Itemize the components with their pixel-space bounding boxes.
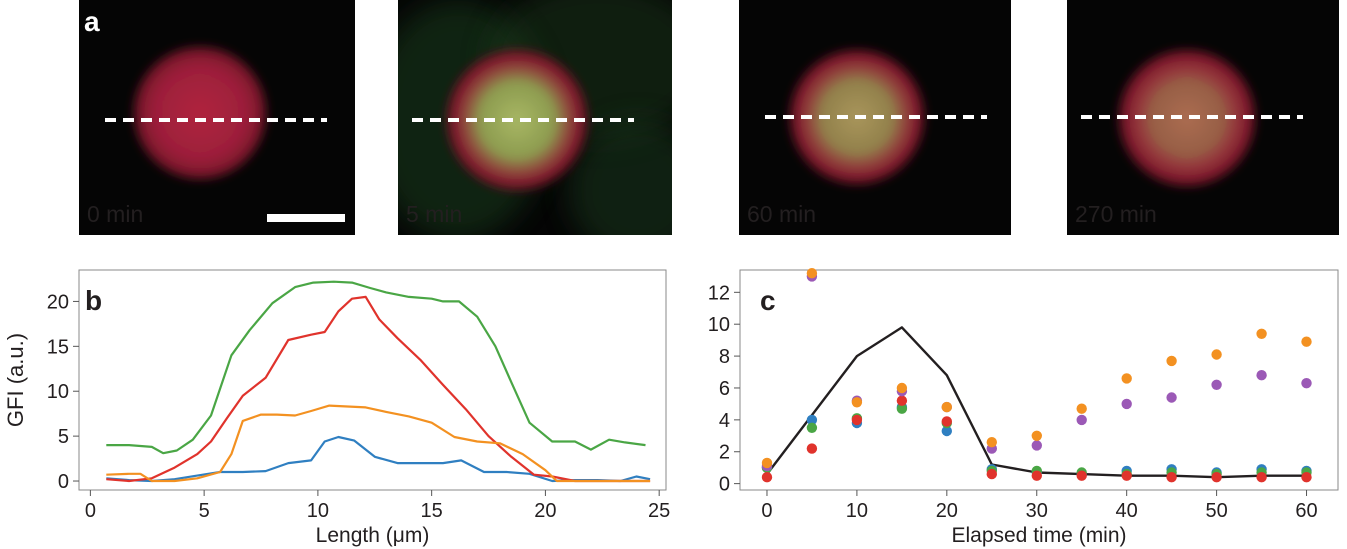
scatter-point-orange [1076, 403, 1087, 414]
x-tick-label: 30 [1026, 500, 1048, 522]
scatter-point-orange [1211, 349, 1222, 360]
scatter-point-orange [986, 437, 997, 448]
y-tick-label: 12 [708, 282, 730, 304]
scatter-point-blue [941, 425, 952, 437]
scatter-point-orange [1166, 355, 1177, 367]
y-axis-label: GFI (a.u.) [3, 333, 28, 427]
time-label: 0 min [87, 201, 143, 227]
x-tick-label: 20 [936, 500, 958, 522]
panel-a-label: a [84, 6, 100, 37]
scatter-point-red [1301, 472, 1312, 483]
y-tick-label: 8 [719, 346, 730, 368]
panel-b-label: b [85, 285, 102, 316]
x-tick-label: 10 [846, 500, 868, 522]
y-tick-label: 20 [47, 291, 69, 313]
green-background-glow [568, 120, 672, 235]
scatter-point-red [941, 416, 952, 427]
x-tick-label: 50 [1205, 500, 1227, 522]
series-line-60-min [106, 295, 651, 483]
scatter-point-purple [1211, 379, 1222, 390]
scatter-point-green [806, 422, 818, 433]
scatter-point-red [896, 395, 908, 406]
series-line-270-min [106, 404, 651, 483]
scatter-point-orange [1121, 373, 1132, 384]
time-label: 60 min [747, 201, 816, 227]
micrograph-1: 5 min [398, 0, 672, 235]
panel-a-micrographs: 0 min 5 min 60 min 270 min [79, 0, 1339, 235]
x-tick-label: 60 [1295, 500, 1317, 522]
y-tick-label: 10 [47, 381, 69, 403]
x-tick-label: 0 [85, 500, 96, 522]
y-tick-label: 10 [708, 314, 730, 336]
y-tick-label: 5 [58, 426, 69, 448]
scatter-point-orange [1256, 328, 1267, 339]
mean-line [766, 326, 1307, 479]
scatter-point-red [851, 414, 863, 426]
scatter-point-orange [761, 457, 773, 469]
x-tick-label: 20 [534, 500, 556, 522]
x-tick-label: 40 [1116, 500, 1138, 522]
scatter-point-blue [806, 414, 818, 426]
cell-green-signal [454, 57, 580, 183]
panel-b-line-chart: 0 5 10 15 20 25 0 5 10 15 20 Length (μm) GFI (a.u.) b [3, 269, 670, 547]
scatter-point-purple [1031, 440, 1043, 451]
scatter-point-red [986, 468, 997, 480]
y-tick-label: 6 [719, 378, 730, 400]
x-tick-label: 10 [307, 500, 329, 522]
scale-bar [267, 214, 345, 222]
scatter-point-red [1256, 472, 1267, 483]
scatter-point-red [1031, 470, 1043, 481]
scatter-point-purple [1301, 378, 1312, 389]
scatter-point-red [761, 472, 773, 483]
x-tick-label: 0 [761, 500, 772, 522]
x-tick-label: 5 [199, 500, 210, 522]
scatter-point-red [1076, 470, 1087, 481]
scatter-point-purple [1166, 392, 1177, 403]
scatter-point-orange [806, 268, 818, 279]
scatter-point-red [806, 443, 818, 454]
scatter-point-orange [1301, 336, 1312, 347]
scatter-point-orange [851, 397, 863, 408]
y-tick-label: 2 [719, 442, 730, 464]
series-line-5-min [106, 280, 646, 455]
y-tick-label: 0 [719, 474, 730, 496]
cell [134, 47, 266, 179]
plot-frame [739, 269, 1339, 491]
panel-c-label: c [760, 285, 776, 316]
x-tick-label: 15 [421, 500, 443, 522]
x-axis-label: Elapsed time (min) [951, 524, 1126, 547]
plot-frame [78, 269, 667, 491]
x-axis-label: Length (μm) [316, 524, 430, 547]
y-tick-label: 4 [719, 410, 730, 432]
micrograph-3: 270 min [1067, 0, 1339, 235]
x-tick-label: 25 [648, 500, 670, 522]
cell-green-signal [1125, 56, 1249, 180]
y-tick-label: 15 [47, 336, 69, 358]
micrograph-2: 60 min [739, 0, 1011, 235]
scatter-point-red [1121, 470, 1132, 481]
scatter-point-orange [1031, 430, 1043, 441]
scatter-point-red [1211, 472, 1222, 483]
panel-c-scatter-chart: 0 10 20 30 40 50 60 0 2 4 6 8 10 12 Elapsed time (min)… [708, 268, 1339, 547]
scatter-point-green [896, 403, 908, 414]
micrograph-0: 0 min [79, 0, 355, 235]
scatter-point-purple [1076, 414, 1087, 426]
scatter-point-orange [896, 382, 908, 394]
scatter-point-purple [1121, 398, 1132, 410]
scatter-point-orange [941, 401, 952, 413]
y-tick-label: 0 [58, 471, 69, 493]
scatter-point-red [1166, 472, 1177, 483]
time-label: 5 min [406, 201, 462, 227]
scatter-point-purple [1256, 370, 1267, 381]
time-label: 270 min [1075, 201, 1157, 227]
